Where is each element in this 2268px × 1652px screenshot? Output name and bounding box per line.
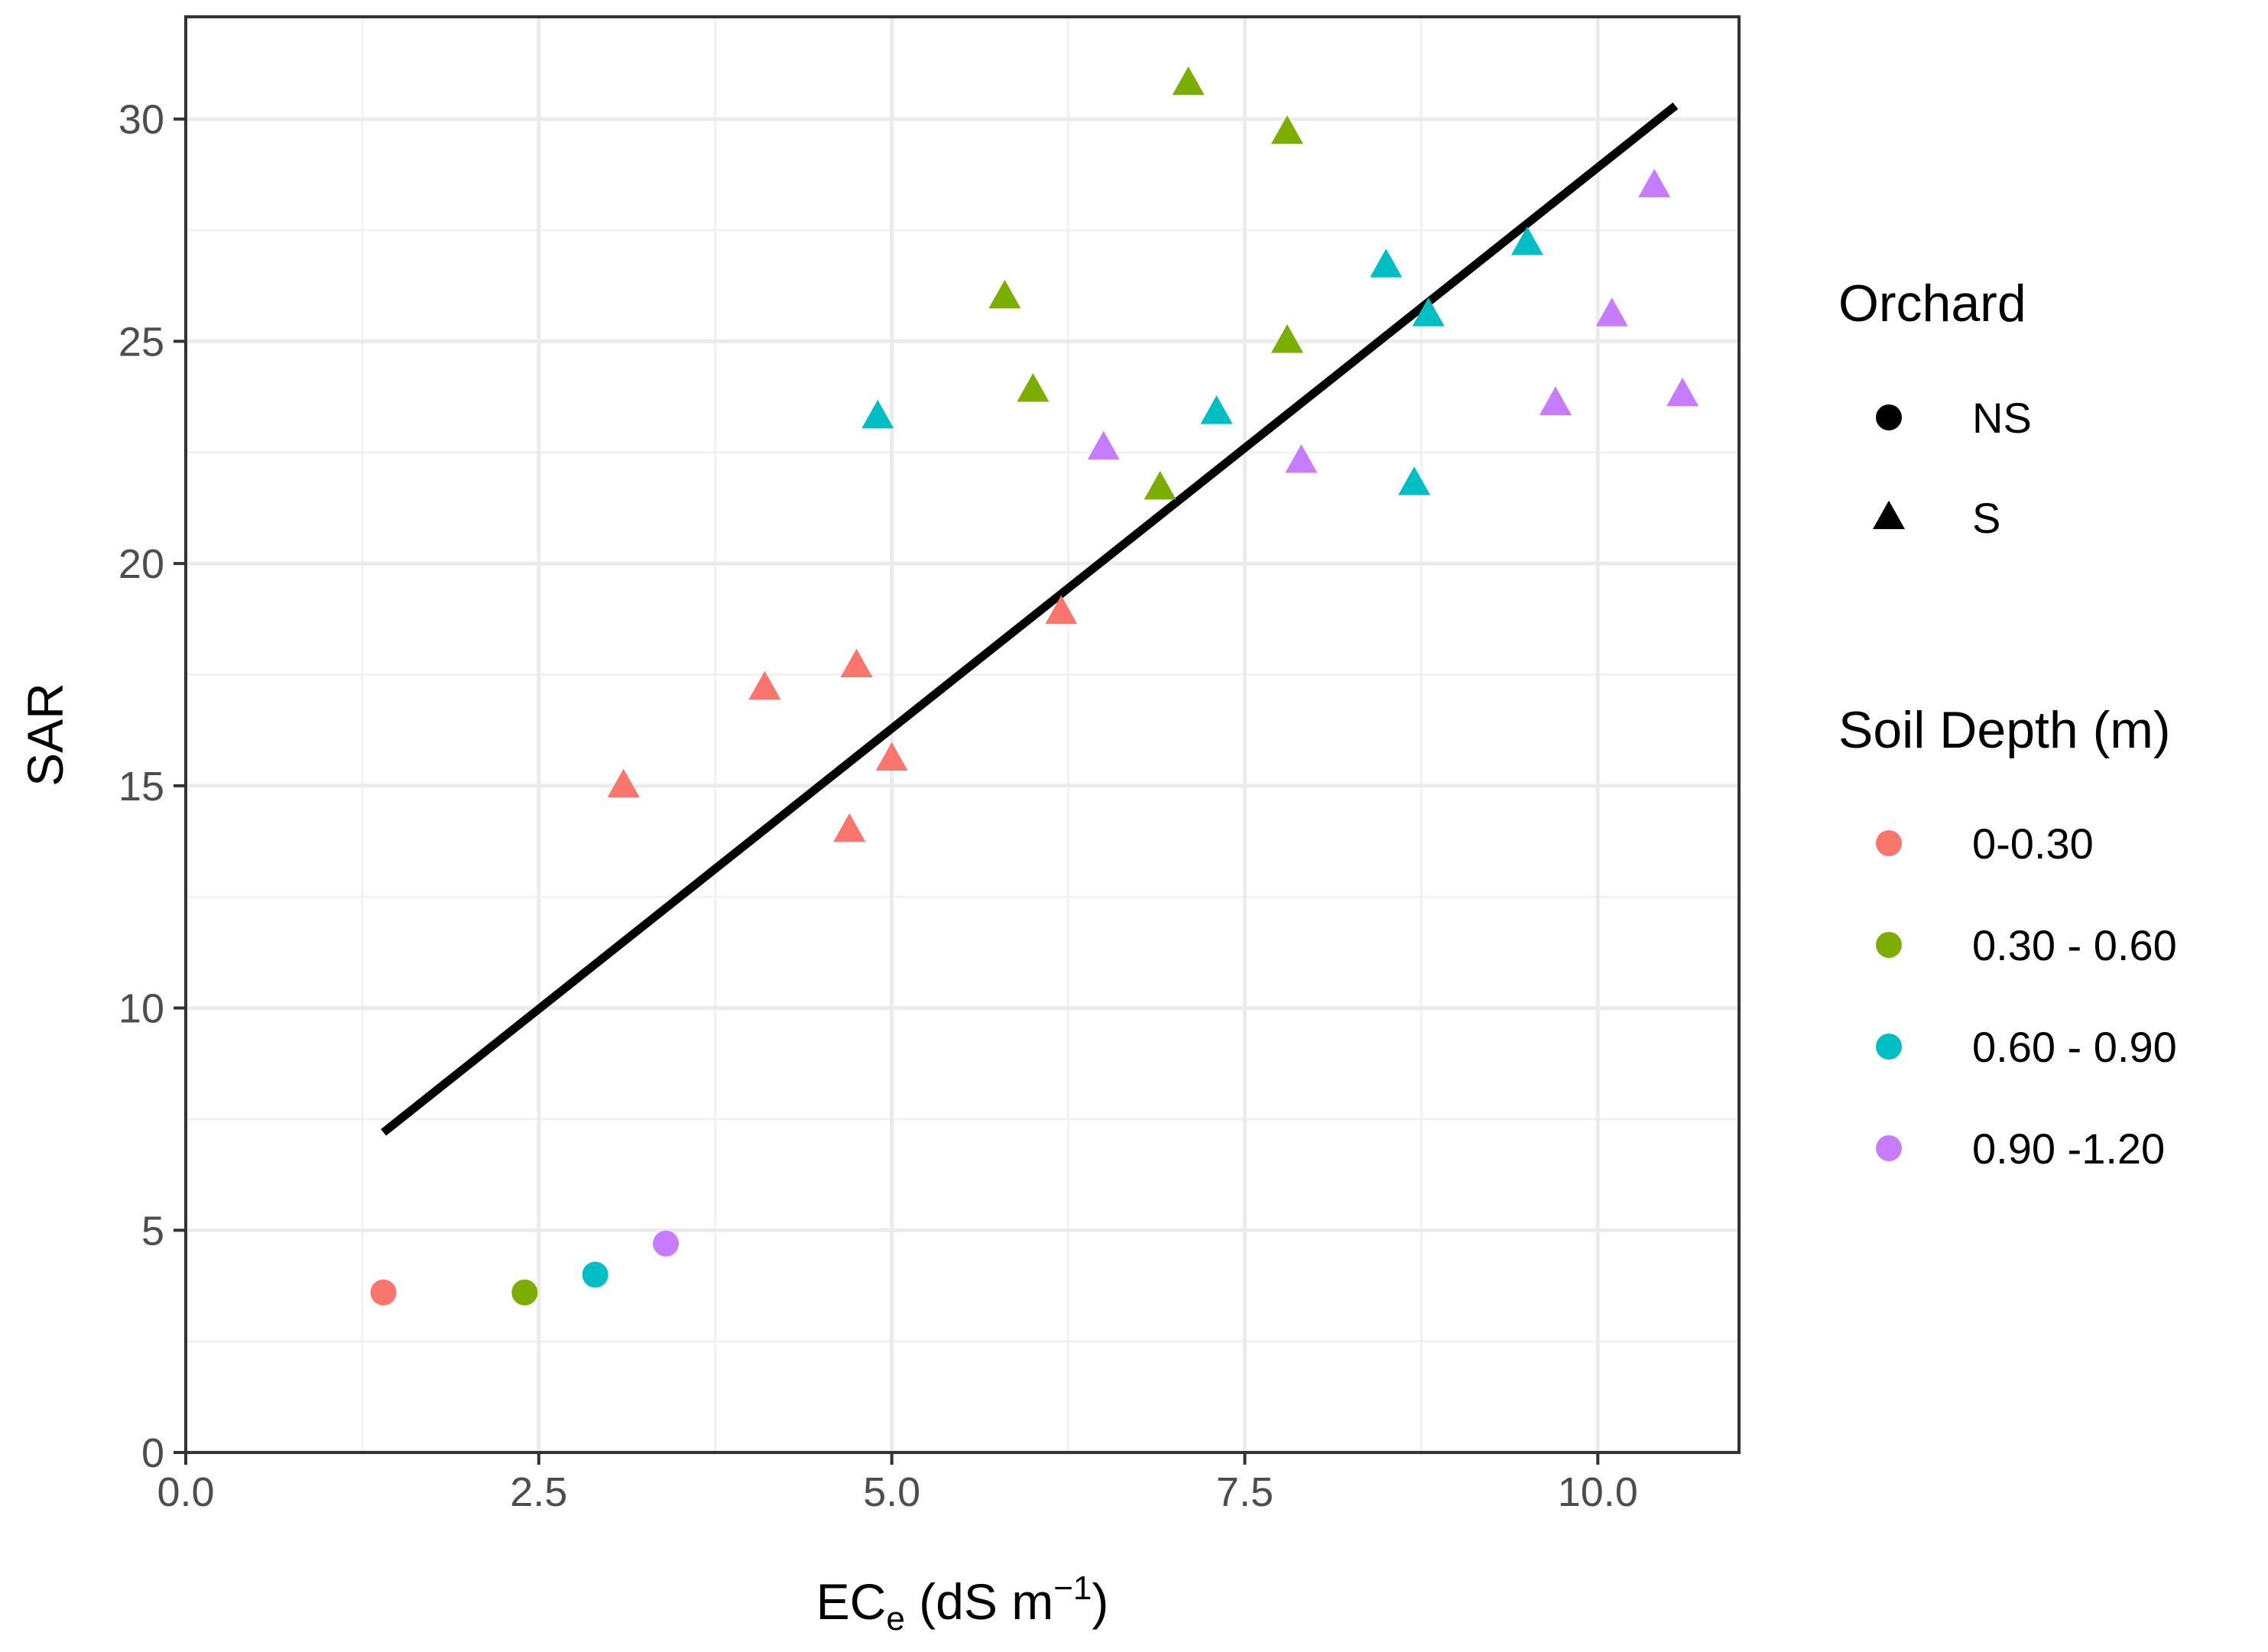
legend-label-d4: 0.90 -1.20 [1972, 1125, 2165, 1173]
data-point-ns-d3 [582, 1261, 608, 1288]
data-point-s-d3 [861, 400, 894, 429]
legend-label-ns: NS [1972, 394, 2032, 442]
y-tick-label: 10 [118, 986, 164, 1032]
data-point-s-d4 [1539, 386, 1572, 415]
x-axis-title-superscript: −1 [1053, 1569, 1092, 1607]
y-tick-label: 5 [141, 1208, 164, 1254]
x-axis: 0.0 2.5 5.0 7.5 10.0 [157, 1452, 1638, 1515]
y-tick-label: 30 [118, 97, 164, 143]
data-point-s-d1 [840, 648, 873, 677]
legend-label-d2: 0.30 - 0.60 [1972, 921, 2177, 969]
data-point-s-d1 [1045, 595, 1078, 625]
x-axis-title-main: EC [816, 1573, 887, 1630]
data-point-s-d2 [1144, 471, 1176, 500]
data-point-s-d4 [1285, 444, 1318, 473]
x-tick-label: 2.5 [510, 1469, 567, 1515]
legend-label-d1: 0-0.30 [1972, 820, 2094, 868]
legend-title-soil-depth: Soil Depth (m) [1838, 701, 2171, 759]
legend-key-d2 [1876, 932, 1902, 958]
data-point-s-d2 [1270, 115, 1303, 144]
legend: Orchard NS S Soil Depth (m) 0-0.30 0.30 - … [1838, 274, 2177, 1173]
data-point-s-d1 [607, 768, 640, 797]
data-point-s-d1 [748, 670, 781, 700]
x-axis-title-unit: (dS m [905, 1573, 1053, 1630]
data-point-s-d1 [833, 813, 866, 842]
x-tick-label: 0.0 [157, 1469, 214, 1515]
panel-background [186, 17, 1739, 1452]
legend-key-s [1873, 500, 1905, 530]
x-axis-title-close: ) [1092, 1573, 1108, 1630]
data-point-s-d2 [1270, 324, 1303, 353]
data-point-ns-d1 [370, 1279, 397, 1306]
data-point-s-d2 [1172, 66, 1205, 96]
x-axis-title: ECe (dS m−1) [816, 1569, 1109, 1637]
legend-color-items: 0-0.30 0.30 - 0.60 0.60 - 0.90 0.90 -1.20 [1876, 820, 2177, 1173]
legend-label-d3: 0.60 - 0.90 [1972, 1023, 2177, 1071]
data-point-s-d3 [1510, 226, 1543, 255]
data-point-s-d2 [1017, 373, 1050, 402]
regression-line [381, 102, 1679, 1136]
y-tick-label: 0 [141, 1430, 164, 1476]
data-point-s-d4 [1666, 377, 1699, 407]
y-tick-label: 15 [118, 764, 164, 810]
x-tick-label: 10.0 [1558, 1469, 1638, 1515]
y-tick-label: 20 [118, 541, 164, 587]
data-point-ns-d4 [653, 1230, 680, 1257]
data-point-s-d3 [1200, 395, 1233, 424]
data-point-s-d3 [1398, 466, 1431, 495]
data-points [370, 66, 1699, 1306]
minor-gridlines [186, 17, 1739, 1452]
y-axis-title: SAR [17, 683, 73, 787]
legend-title-orchard: Orchard [1838, 274, 2026, 333]
y-axis: 0 5 10 15 20 25 30 [118, 97, 186, 1476]
data-point-s-d4 [1638, 168, 1671, 198]
legend-label-s: S [1972, 494, 2000, 542]
x-tick-label: 5.0 [863, 1469, 920, 1515]
x-axis-title-subscript: e [886, 1600, 904, 1637]
data-point-s-d1 [875, 742, 908, 771]
legend-key-d1 [1876, 830, 1902, 856]
x-tick-label: 7.5 [1216, 1469, 1274, 1515]
y-tick-label: 25 [118, 319, 164, 365]
data-point-s-d3 [1370, 248, 1403, 277]
legend-shape-items: NS S [1873, 394, 2032, 542]
legend-key-d3 [1876, 1034, 1902, 1060]
data-point-s-d2 [988, 280, 1021, 309]
legend-key-d4 [1876, 1135, 1902, 1161]
data-point-ns-d2 [511, 1279, 538, 1306]
data-point-s-d4 [1087, 430, 1120, 460]
panel-border [184, 15, 1741, 1454]
data-point-s-d4 [1595, 297, 1628, 326]
legend-key-ns [1876, 404, 1902, 430]
data-point-s-d3 [1412, 297, 1445, 326]
